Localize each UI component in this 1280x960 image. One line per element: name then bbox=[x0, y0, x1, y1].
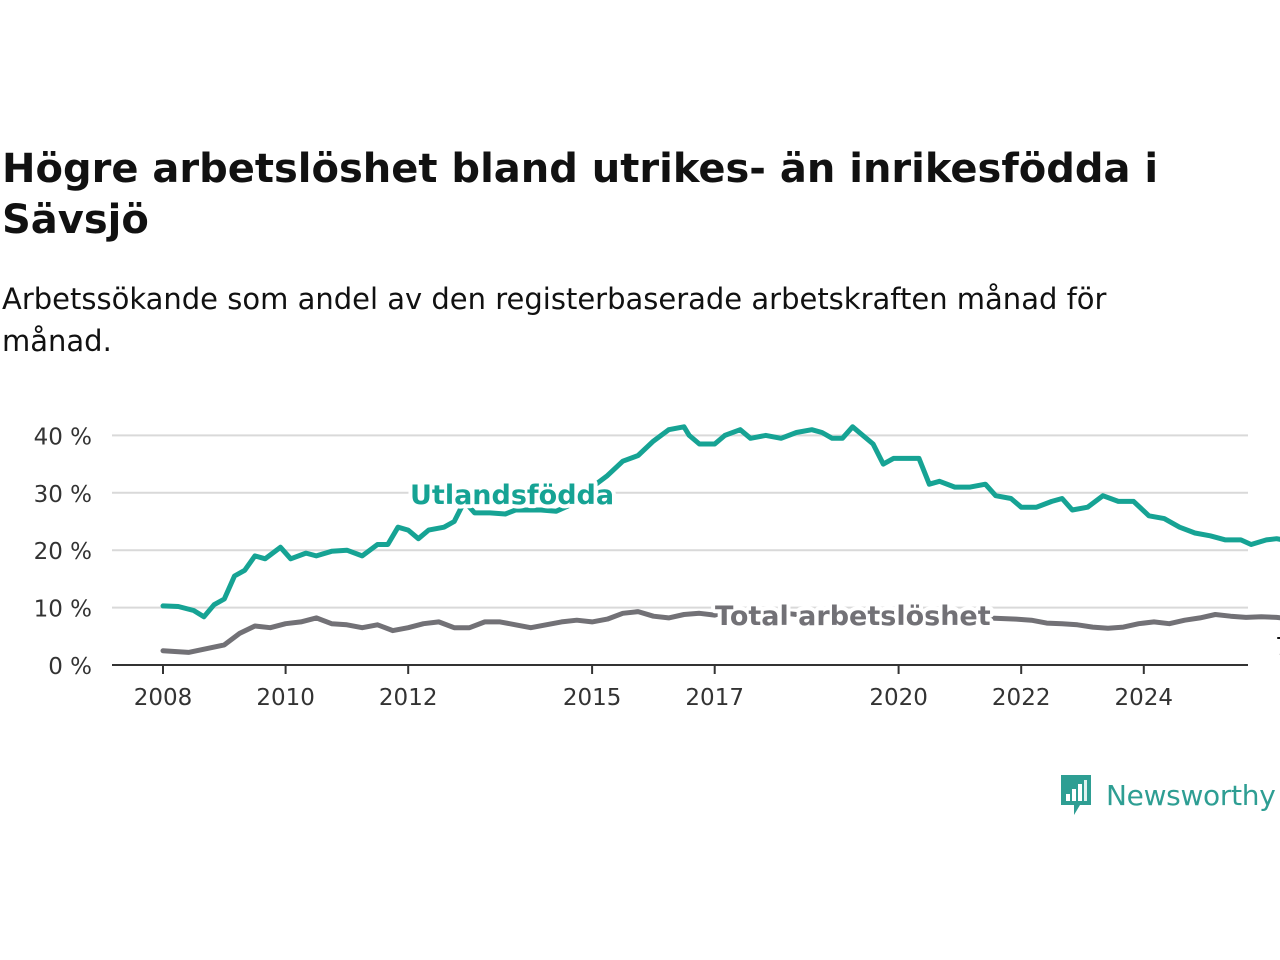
line-chart: 0 % 10 % 20 % 30 % 40 % 2008 2010 2012 2015 2017… bbox=[34, 424, 1280, 711]
series-name-label: Total arbetslöshet bbox=[715, 601, 991, 632]
x-tick-label: 2020 bbox=[869, 685, 928, 711]
x-axis-ticks: 2008 2010 2012 2015 2017 2020 2022 2024 bbox=[112, 664, 1248, 711]
y-tick-label: 30 % bbox=[34, 482, 92, 508]
chart-subtitle: Arbetssökande som andel av den registerb… bbox=[2, 282, 1107, 358]
y-tick-label: 40 % bbox=[34, 424, 92, 450]
brand-name: Newsworthy bbox=[1106, 778, 1276, 812]
y-tick-label: 10 % bbox=[34, 597, 92, 623]
x-tick-label: 2010 bbox=[256, 685, 315, 711]
series-lines bbox=[160, 424, 1280, 655]
y-tick-label: 20 % bbox=[34, 539, 92, 565]
y-tick-label: 0 % bbox=[48, 654, 92, 680]
gridlines bbox=[112, 434, 1248, 609]
series-line-utlandsfodda bbox=[160, 424, 1280, 620]
series-labels: Utlandsfödda20,4 %Total arbetslöshet7,4 … bbox=[406, 476, 1280, 664]
x-tick-label: 2024 bbox=[1115, 685, 1174, 711]
series-name-label: Utlandsfödda bbox=[410, 480, 614, 511]
x-tick-label: 2012 bbox=[379, 685, 438, 711]
end-value-label: 7,4 % bbox=[1275, 633, 1280, 661]
y-axis-ticks: 0 % 10 % 20 % 30 % 40 % bbox=[34, 424, 92, 680]
chart-title: Högre arbetslöshet bland utrikes- än inr… bbox=[2, 146, 1159, 243]
bar-chart-icon bbox=[1061, 775, 1091, 815]
x-tick-label: 2017 bbox=[685, 685, 744, 711]
newsworthy-brand: Newsworthy bbox=[1058, 772, 1276, 818]
x-tick-label: 2022 bbox=[992, 685, 1051, 711]
x-tick-label: 2008 bbox=[134, 685, 193, 711]
x-tick-label: 2015 bbox=[563, 685, 622, 711]
series-line-total bbox=[160, 609, 1280, 655]
